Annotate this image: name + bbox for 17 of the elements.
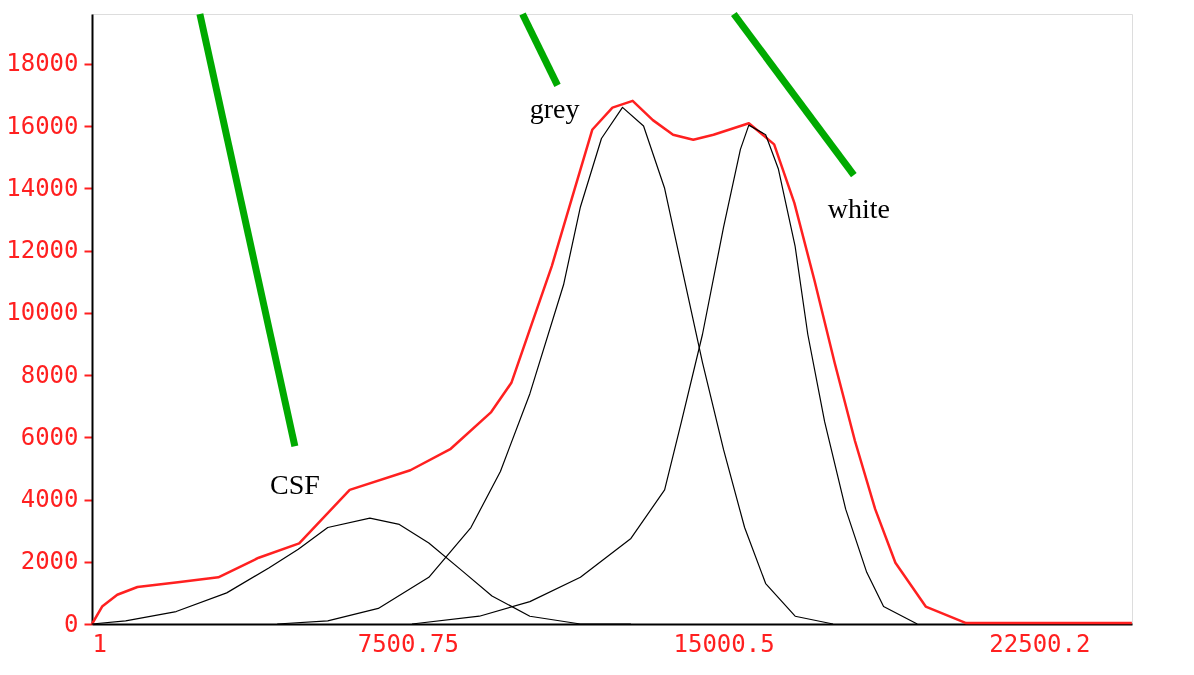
series-label: grey xyxy=(529,93,580,125)
y-tick-label: 16000 xyxy=(6,111,79,140)
y-tick-label: 4000 xyxy=(20,485,79,514)
x-tick-label: 1 xyxy=(92,629,107,658)
y-tick-label: 14000 xyxy=(6,173,79,202)
series-label: CSF xyxy=(269,469,320,501)
y-tick-label: 2000 xyxy=(20,547,79,576)
y-tick-label: 10000 xyxy=(6,298,79,327)
y-tick-label: 8000 xyxy=(20,360,79,389)
x-tick-label: 7500.75 xyxy=(357,629,459,658)
y-tick-label: 6000 xyxy=(20,422,79,451)
x-tick-label: 15000.5 xyxy=(673,629,775,658)
x-tick-label: 22500.2 xyxy=(989,629,1091,658)
y-tick-label: 12000 xyxy=(6,236,79,265)
y-tick-label: 0 xyxy=(64,609,79,638)
y-tick-label: 18000 xyxy=(6,49,79,78)
series-label: white xyxy=(827,193,890,225)
